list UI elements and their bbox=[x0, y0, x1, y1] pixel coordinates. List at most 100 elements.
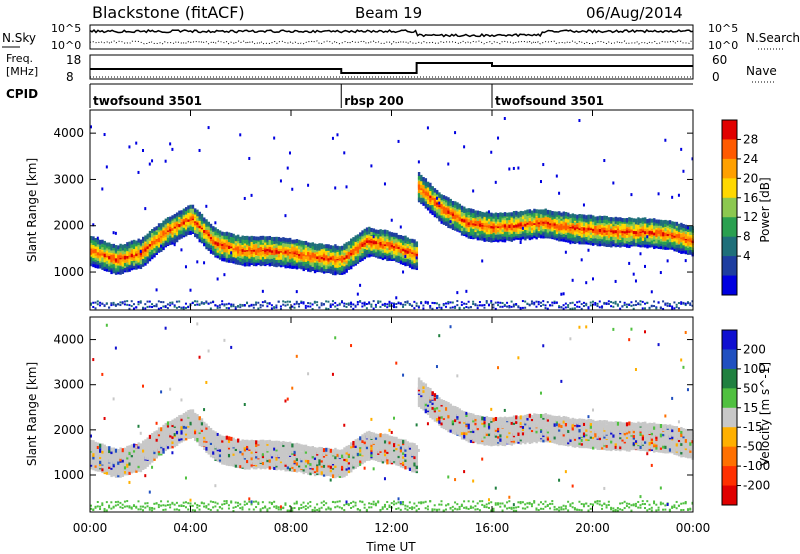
power-echo-cell bbox=[659, 239, 663, 244]
power-echo-cell bbox=[601, 241, 604, 246]
power-echo-cell bbox=[485, 211, 489, 216]
velocity-echo-cell bbox=[241, 441, 244, 446]
power-echo-cell bbox=[386, 242, 389, 247]
velocity-echo-cell bbox=[108, 452, 111, 457]
power-echo-cell bbox=[200, 238, 204, 243]
power-echo-cell bbox=[182, 217, 186, 222]
noise-left-label: N.Sky bbox=[2, 31, 36, 45]
power-echo-cell bbox=[126, 249, 129, 254]
velocity-echo-cell bbox=[243, 402, 246, 406]
power-echo-cell bbox=[103, 305, 106, 308]
power-echo-cell bbox=[607, 224, 611, 229]
velocity-echo-cell bbox=[151, 458, 154, 463]
power-echo-cell bbox=[404, 235, 407, 240]
velocity-echo-cell bbox=[151, 433, 154, 438]
power-echo-cell bbox=[257, 307, 260, 310]
power-echo-cell bbox=[438, 306, 441, 309]
power-echo-cell bbox=[641, 236, 645, 241]
velocity-echo-cell bbox=[198, 355, 201, 359]
power-echo-cell bbox=[420, 180, 423, 185]
power-echo-cell bbox=[497, 136, 500, 140]
power-echo-cell bbox=[621, 233, 624, 238]
power-echo-cell bbox=[343, 243, 346, 248]
power-echo-cell bbox=[641, 222, 645, 227]
power-echo-cell bbox=[268, 248, 272, 253]
power-echo-cell bbox=[343, 265, 346, 270]
power-echo-cell bbox=[307, 302, 310, 305]
power-echo-cell bbox=[318, 264, 321, 269]
power-echo-cell bbox=[686, 226, 689, 230]
power-echo-cell bbox=[196, 212, 199, 217]
power-echo-cell bbox=[406, 240, 409, 245]
power-echo-cell bbox=[644, 235, 647, 240]
power-echo-cell bbox=[203, 228, 206, 233]
power-echo-cell bbox=[101, 245, 104, 250]
power-echo-cell bbox=[510, 219, 513, 224]
power-echo-cell bbox=[356, 245, 360, 250]
power-echo-cell bbox=[454, 201, 457, 206]
power-echo-cell bbox=[223, 257, 226, 262]
velocity-echo-cell bbox=[160, 447, 163, 452]
power-echo-cell bbox=[227, 307, 230, 310]
power-echo-cell bbox=[383, 235, 387, 240]
power-echo-cell bbox=[673, 240, 676, 245]
velocity-echo-cell bbox=[99, 505, 102, 508]
velocity-echo-cell bbox=[171, 437, 174, 442]
velocity-echo-cell bbox=[182, 501, 185, 504]
power-echo-cell bbox=[214, 235, 217, 240]
velocity-echo-cell bbox=[142, 460, 145, 465]
power-echo-cell bbox=[413, 242, 416, 247]
power-echo-cell bbox=[562, 304, 565, 307]
power-echo-cell bbox=[648, 237, 651, 242]
power-echo-cell bbox=[374, 243, 378, 248]
power-echo-cell bbox=[92, 301, 95, 304]
power-echo-cell bbox=[485, 227, 489, 232]
power-echo-cell bbox=[164, 228, 168, 233]
velocity-echo-cell bbox=[189, 430, 192, 435]
velocity-echo-cell bbox=[135, 468, 138, 473]
power-echo-cell bbox=[236, 260, 240, 265]
power-echo-cell bbox=[596, 234, 599, 239]
power-echo-cell bbox=[132, 239, 136, 244]
power-echo-cell bbox=[519, 210, 523, 215]
velocity-echo-cell bbox=[221, 435, 224, 440]
velocity-echo-cell bbox=[139, 468, 143, 473]
power-echo-cell bbox=[544, 307, 547, 310]
power-echo-cell bbox=[515, 223, 518, 228]
power-echo-cell bbox=[137, 243, 140, 248]
power-echo-cell bbox=[264, 260, 267, 265]
power-echo-cell bbox=[302, 267, 305, 272]
velocity-echo-cell bbox=[205, 441, 208, 446]
velocity-echo-cell bbox=[155, 430, 158, 435]
power-echo-cell bbox=[612, 305, 615, 308]
power-echo-cell bbox=[601, 219, 604, 224]
power-echo-cell bbox=[553, 213, 556, 218]
power-echo-cell bbox=[390, 218, 393, 222]
power-echo-cell bbox=[582, 217, 586, 222]
velocity-echo-cell bbox=[180, 426, 183, 431]
velocity-echo-cell bbox=[223, 448, 226, 453]
velocity-echo-cell bbox=[153, 450, 156, 455]
power-echo-cell bbox=[413, 263, 416, 268]
power-echo-cell bbox=[451, 203, 455, 208]
power-echo-cell bbox=[503, 223, 507, 228]
power-echo-cell bbox=[347, 246, 351, 251]
power-echo-cell bbox=[637, 237, 640, 242]
power-echo-cell bbox=[603, 235, 606, 240]
power-echo-cell bbox=[259, 255, 262, 260]
velocity-echo-cell bbox=[108, 449, 111, 454]
power-echo-cell bbox=[591, 231, 595, 236]
power-echo-cell bbox=[472, 216, 475, 221]
velocity-echo-cell bbox=[121, 468, 125, 473]
power-echo-cell bbox=[585, 235, 588, 240]
power-echo-cell bbox=[178, 235, 181, 240]
velocity-echo-cell bbox=[157, 442, 161, 447]
velocity-echo-cell bbox=[103, 451, 106, 456]
velocity-echo-cell bbox=[205, 432, 208, 437]
power-echo-cell bbox=[589, 228, 593, 233]
power-echo-cell bbox=[528, 219, 532, 224]
power-echo-cell bbox=[173, 305, 176, 308]
power-echo-cell bbox=[96, 246, 100, 251]
velocity-echo-cell bbox=[243, 439, 247, 444]
power-echo-cell bbox=[666, 220, 670, 225]
